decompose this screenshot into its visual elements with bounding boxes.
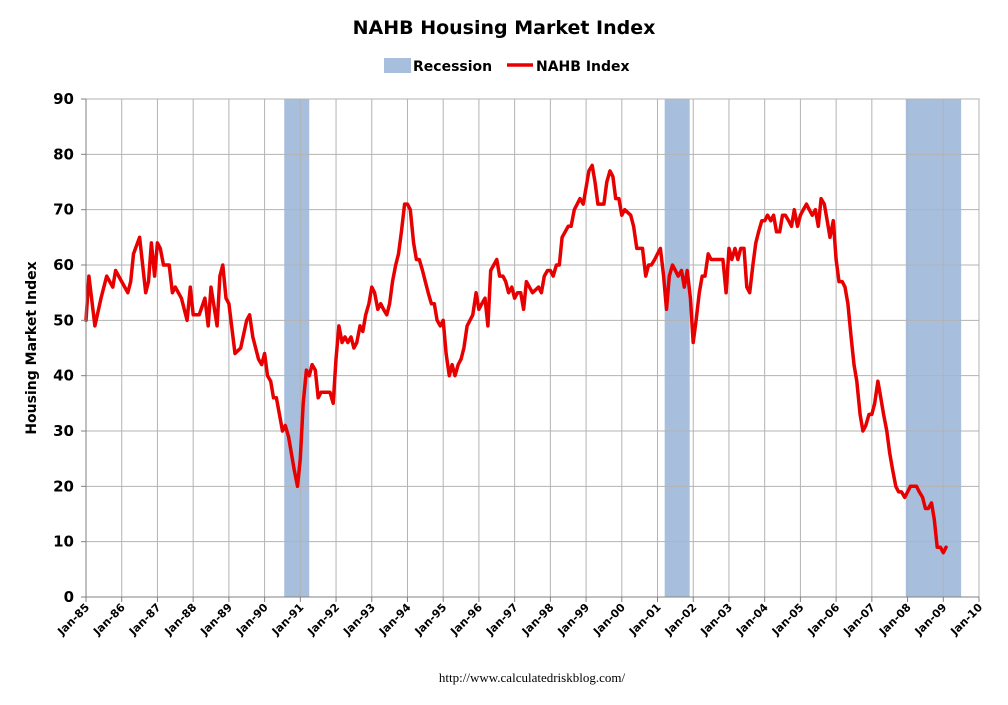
y-tick-label-40: 40	[53, 367, 74, 385]
source-url: http://www.calculatedriskblog.com/	[439, 670, 626, 685]
nahb-index-line	[84, 163, 948, 555]
y-tick-label-70: 70	[53, 201, 74, 219]
gridlines	[86, 98, 980, 597]
chart-title: NAHB Housing Market Index	[353, 17, 656, 39]
y-tick-label-60: 60	[53, 256, 74, 274]
y-tick-label-10: 10	[53, 533, 74, 551]
plot-frame	[85, 98, 980, 598]
y-axis-label: Housing Market Index	[24, 261, 40, 434]
legend-index-label: NAHB Index	[536, 59, 630, 75]
y-axis-ticks: 0 10 20 30 40 50 60 70 80 90	[53, 90, 86, 606]
y-tick-label-80: 80	[53, 145, 74, 163]
y-tick-label-90: 90	[53, 90, 74, 108]
recession-band-1	[284, 99, 310, 597]
y-tick-label-30: 30	[53, 422, 74, 440]
y-tick-label-20: 20	[53, 477, 74, 495]
recession-bands	[284, 99, 962, 597]
recession-band-2	[664, 99, 690, 597]
legend-recession-label: Recession	[413, 59, 492, 75]
y-tick-label-0: 0	[64, 588, 74, 606]
legend-recession-swatch	[384, 58, 411, 73]
legend: Recession NAHB Index	[384, 58, 630, 75]
y-tick-label-50: 50	[53, 311, 74, 329]
